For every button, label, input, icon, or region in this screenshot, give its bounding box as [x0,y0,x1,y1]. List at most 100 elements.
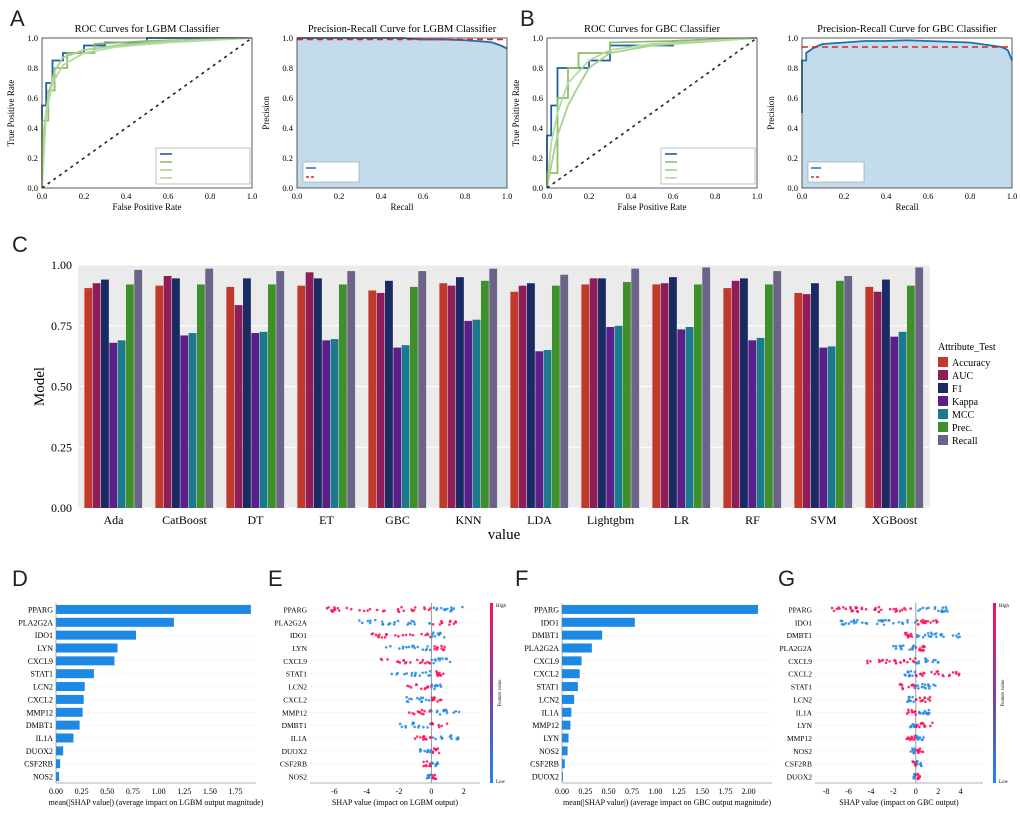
shap-point [869,659,872,663]
bar-f1-ada [101,279,109,508]
shap-point [429,736,432,740]
shap-point [912,760,916,764]
shap-point [434,748,438,752]
shap-point [360,621,364,625]
shap-point [918,672,922,676]
bar-pparg [562,604,758,614]
shap-point [905,712,909,715]
legend-swatch-kappa [938,396,948,406]
x-tick-label: 0.8 [965,191,976,201]
shap-point [955,670,958,674]
shap-point [905,737,909,741]
shap-point [887,618,891,622]
shap-point [900,608,904,612]
shap-point [438,658,442,662]
shap-point [957,632,961,636]
shap-point [436,747,440,750]
bar-lcn2 [56,682,85,692]
shap-point [425,776,429,780]
x-tick-label: RF [745,513,760,527]
bar-accuracy-lightgbm [581,284,590,508]
shap-point [912,684,915,687]
shap-point [330,609,333,612]
bar-auc-lr [660,283,669,508]
roc-chart-gbc: ROC Curves for GBC Classifier 0.0 0.2 0.4 0.… [511,24,762,212]
shap-point [396,619,400,623]
shap-point [433,634,437,638]
shap-point [928,687,931,690]
shap-point [424,671,428,674]
shap-point [422,725,425,729]
shap-point [426,774,430,777]
shap-point [903,673,907,677]
feature-label: LCN2 [539,695,559,704]
bar-auc-ada [92,283,101,508]
shap-importance-lgbm: PPARG PLA2G2A IDO1 LYN CXCL9 STAT1 LCN2 CXCL2 MM… [18,603,264,807]
pr-chart-lgbm: Precision-Recall Curve for LGBM Classifi… [261,24,512,212]
shap-point [923,633,927,637]
bar-prec-ada [125,284,134,508]
shap-point [422,735,426,738]
shap-point [893,659,896,662]
shap-point [850,620,853,623]
bar-f1-lda [527,283,535,508]
shap-point [449,606,453,609]
x-tick-label: 0.8 [710,191,721,201]
shap-point [912,777,916,780]
shap-point [928,695,932,699]
bar-prec-lr [693,284,702,508]
shap-point [919,607,922,611]
shap-point [927,683,930,686]
shap-point [899,661,902,664]
shap-point [440,606,443,610]
colorbar-high-label: High [999,604,1010,609]
bar-recall-et [347,271,356,508]
shap-point [418,698,421,701]
chart-title: Precision-Recall Curve for GBC Classifie… [817,24,997,35]
x-tick-label: 2 [936,787,940,796]
shap-point [428,773,432,777]
shap-point [432,606,436,610]
shap-point [940,632,944,636]
shap-point [442,708,446,712]
y-tick-label: 0.0 [27,183,38,193]
shap-point [934,658,937,662]
bar-mcc-ada [117,340,126,508]
plot-frame [41,37,253,189]
shap-point [924,711,927,715]
shap-point [894,647,898,650]
shap-point [927,634,931,638]
x-axis-label: False Positive Rate [113,202,182,212]
shap-point [951,671,955,674]
shap-point [912,644,916,647]
shap-point [892,621,895,625]
shap-point [398,722,402,726]
shap-point [929,635,933,639]
shap-point [842,623,845,626]
shap-point [371,632,375,635]
y-axis-label: True Positive Rate [511,80,521,147]
shap-point [366,619,370,623]
shap-point [385,633,388,636]
y-tick-label: 0.4 [282,123,293,133]
shap-point [400,605,403,609]
shap-point [430,635,434,639]
feature-label: LYN [543,734,559,743]
feature-label: CXCL9 [534,657,559,666]
feature-label: CSF2RB [530,760,559,769]
bar-mcc-knn [472,319,481,508]
x-tick-label: ET [319,513,334,527]
shap-point [906,618,909,622]
x-tick-label: 1.25 [672,787,686,796]
shap-point [431,633,434,636]
chance-diagonal [546,37,758,189]
shap-point [379,657,383,661]
shap-point [449,619,452,623]
shap-point [928,724,932,728]
shap-point [913,670,917,674]
shap-point [442,648,446,651]
x-tick-label: 0.00 [49,787,63,796]
legend-swatch-prec [938,422,948,432]
shap-point [400,725,404,729]
x-axis-label: Recall [391,202,414,212]
